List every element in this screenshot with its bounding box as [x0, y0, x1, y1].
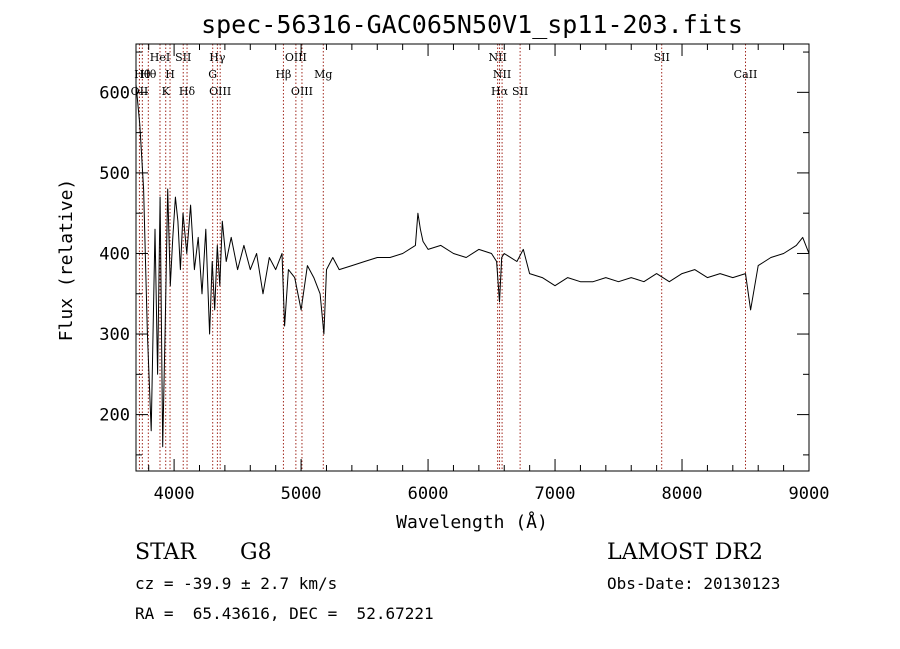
- line-label: Mg: [314, 68, 332, 81]
- y-tick-label: 200: [99, 406, 130, 426]
- line-label: Hβ: [275, 68, 291, 81]
- line-label: H: [165, 68, 175, 81]
- redshift-cz: cz = -39.9 ± 2.7 km/s: [135, 574, 338, 593]
- x-tick-label: 8000: [662, 484, 703, 504]
- line-label: G: [208, 68, 217, 81]
- line-label: CaII: [734, 68, 758, 81]
- plot-area: HθHθOIIHeIKHSIIHδGHγOIIIHβOIIIOIIIMgNIIH…: [99, 43, 830, 504]
- object-subclass: G8: [240, 540, 272, 565]
- line-label: Hα: [491, 85, 509, 98]
- line-label: OIII: [291, 85, 313, 98]
- y-tick-label: 500: [99, 164, 130, 184]
- line-label: SII: [175, 51, 191, 64]
- x-axis-label: Wavelength (Å): [396, 511, 548, 533]
- line-label: OIII: [285, 51, 307, 64]
- line-label: OII: [131, 85, 149, 98]
- line-label: OIII: [209, 85, 231, 98]
- survey-name: LAMOST DR2: [607, 540, 763, 565]
- x-tick-label: 9000: [789, 484, 830, 504]
- x-tick-label: 4000: [154, 484, 195, 504]
- line-label: K: [162, 85, 171, 98]
- coordinates: RA = 65.43616, DEC = 52.67221: [135, 604, 434, 623]
- line-label: SII: [512, 85, 528, 98]
- spectrum-line: [135, 84, 810, 448]
- line-label: Hδ: [179, 85, 196, 98]
- obs-date: Obs-Date: 20130123: [607, 574, 781, 593]
- y-tick-label: 400: [99, 244, 130, 264]
- object-class: STAR: [135, 540, 196, 565]
- x-tick-label: 6000: [408, 484, 449, 504]
- plot-frame: [135, 43, 810, 472]
- line-label: HeI: [150, 51, 170, 64]
- x-tick-label: 5000: [281, 484, 322, 504]
- y-tick-label: 300: [99, 325, 130, 345]
- line-label: NII: [488, 51, 506, 64]
- y-tick-label: 600: [99, 83, 130, 103]
- line-label: SII: [654, 51, 670, 64]
- x-tick-label: 7000: [535, 484, 576, 504]
- line-label: Hθ: [140, 68, 157, 81]
- chart-title: spec-56316-GAC065N50V1_sp11-203.fits: [201, 10, 743, 39]
- line-label: NII: [493, 68, 511, 81]
- y-axis-label: Flux (relative): [56, 179, 77, 342]
- line-label: Hγ: [209, 51, 226, 64]
- line-label: Hθ: [134, 68, 151, 81]
